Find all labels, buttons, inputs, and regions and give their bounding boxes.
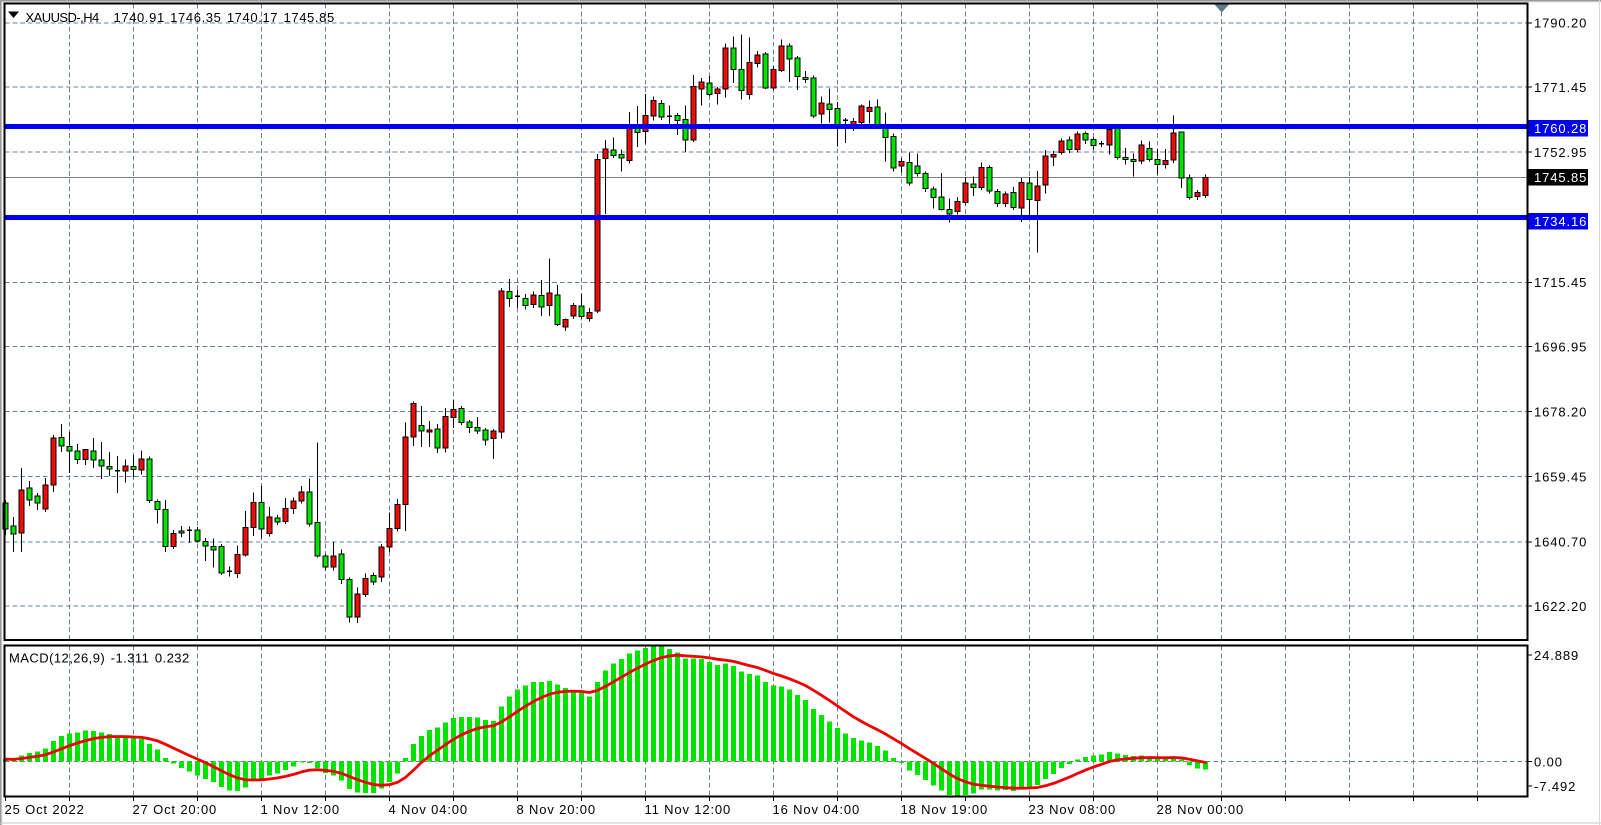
svg-text:8 Nov 20:00: 8 Nov 20:00 bbox=[517, 802, 596, 817]
svg-text:16 Nov 04:00: 16 Nov 04:00 bbox=[773, 802, 861, 817]
svg-text:0.00: 0.00 bbox=[1534, 754, 1563, 769]
svg-text:11 Nov 12:00: 11 Nov 12:00 bbox=[645, 802, 732, 817]
svg-text:1640.70: 1640.70 bbox=[1534, 535, 1587, 550]
svg-text:1752.95: 1752.95 bbox=[1534, 145, 1587, 160]
svg-text:1745.85: 1745.85 bbox=[1534, 170, 1587, 185]
svg-text:24.889: 24.889 bbox=[1534, 648, 1579, 663]
svg-text:1696.95: 1696.95 bbox=[1534, 339, 1587, 354]
svg-text:1659.45: 1659.45 bbox=[1534, 470, 1587, 485]
svg-text:28 Nov 00:00: 28 Nov 00:00 bbox=[1157, 802, 1245, 817]
svg-text:18 Nov 19:00: 18 Nov 19:00 bbox=[901, 802, 989, 817]
svg-text:23 Nov 08:00: 23 Nov 08:00 bbox=[1029, 802, 1117, 817]
svg-text:-7.492: -7.492 bbox=[1534, 779, 1576, 794]
svg-text:1790.20: 1790.20 bbox=[1534, 16, 1587, 31]
svg-text:1 Nov 12:00: 1 Nov 12:00 bbox=[261, 802, 340, 817]
svg-text:1760.28: 1760.28 bbox=[1534, 121, 1587, 136]
svg-text:1740.91 1746.35 1740.17 1745.8: 1740.91 1746.35 1740.17 1745.85 bbox=[114, 10, 335, 25]
svg-text:XAUUSD-,H4: XAUUSD-,H4 bbox=[26, 10, 100, 25]
svg-text:1715.45: 1715.45 bbox=[1534, 275, 1587, 290]
svg-text:25 Oct 2022: 25 Oct 2022 bbox=[5, 802, 85, 817]
svg-text:27 Oct 20:00: 27 Oct 20:00 bbox=[133, 802, 218, 817]
svg-text:4 Nov 04:00: 4 Nov 04:00 bbox=[389, 802, 468, 817]
svg-text:1734.16: 1734.16 bbox=[1534, 214, 1587, 229]
svg-text:MACD(12,26,9) -1.311 0.232: MACD(12,26,9) -1.311 0.232 bbox=[9, 651, 190, 666]
svg-text:1678.20: 1678.20 bbox=[1534, 404, 1587, 419]
svg-text:1771.45: 1771.45 bbox=[1534, 80, 1587, 95]
svg-text:1622.20: 1622.20 bbox=[1534, 599, 1587, 614]
